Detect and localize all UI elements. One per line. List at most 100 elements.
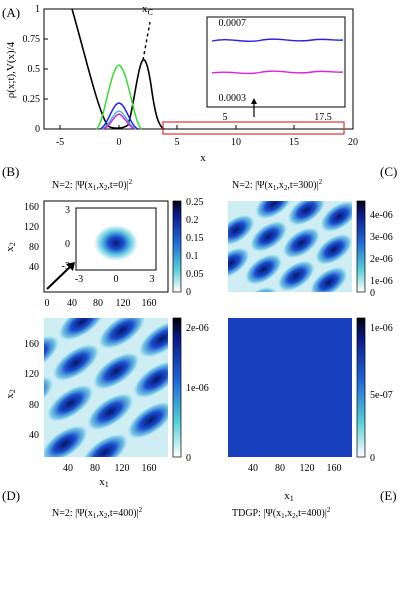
colorbar-tick: 0.2 [186,215,199,226]
inset-frame-a [206,16,346,108]
arrow-to-inset [46,264,73,290]
panel-title-b: N=2: |Ψ(x1,x2,t=0)|2 [52,178,133,192]
colorbar-tick: 2e-06 [186,323,209,334]
y-tick-label: 120 [24,222,39,233]
colorbar-tick: 0.15 [186,233,204,244]
panel-title-e: TDGP: |Ψ(x1,x2,t=400)|2 [232,506,331,520]
panel-c: (C) N=2: |Ψ(x1,x2,t=300)|2 4e-06 [228,164,397,299]
colorbar-tick: 0 [370,453,375,464]
panel-label-e: (E) [380,488,397,503]
x-tick-label: 40 [248,463,258,474]
colorbar-tick: 5e-07 [370,390,393,401]
panel-label-d: (D) [2,488,20,503]
panel-e: 40 80 120 160 x1 1e-06 5e-07 0 (E) TDGP:… [228,317,397,520]
inset-x-tick: 5 [223,112,228,123]
colorbar-e [356,317,366,458]
x-tick-label: 15 [289,137,299,148]
y-tick-label: 160 [24,339,39,350]
potential-curve [71,8,165,130]
inset-y-tick: 0.0007 [219,18,247,29]
colorbar-d [172,317,182,458]
y-tick-label: 0 [35,124,40,135]
xc-label: xC [142,3,153,17]
panel-a: (A) 0 0.25 0.5 0.75 1 -5 0 5 10 [2,3,358,164]
x-tick-label: 160 [142,463,157,474]
zoom-region-box [162,121,345,135]
x-tick-label: 0 [45,298,50,309]
colorbar-tick: 1e-06 [186,383,209,394]
inset-y-tick: 0.0003 [219,93,247,104]
x-tick-label: 120 [300,463,315,474]
colorbar-tick: 0.05 [186,269,204,280]
y-tick-label: 120 [24,369,39,380]
inset-arrow-head [251,98,257,104]
x-ticks-a: -5 0 5 10 15 20 [56,125,358,148]
colorbar-tick: 2e-06 [370,254,393,265]
inset-x-tick: -3 [75,274,83,285]
x-tick-label: 80 [275,463,285,474]
inset-magenta-curve [211,70,344,75]
y-axis-label-a: ρ(x;t),V(x)/4 [5,41,17,98]
colorbar-b [172,200,182,293]
x-tick-label: 160 [142,298,157,309]
colorbar-c [356,200,366,293]
plot-bg-e [228,318,352,457]
y-tick-label: 80 [29,242,39,253]
colorbar-tick: 0.1 [186,251,199,262]
panel-title-c: N=2: |Ψ(x1,x2,t=300)|2 [232,178,323,192]
y-tick-label: 40 [29,430,39,441]
inset-x-tick: 17.5 [314,112,332,123]
panel-d: 40 80 120 160 40 80 120 160 x2 x1 2e-06 … [2,317,209,520]
x-tick-label: -5 [56,137,64,148]
colorbar-tick: 3e-06 [370,232,393,243]
plot-shade-e [228,318,352,457]
ground-state-density [94,225,138,261]
y-axis-label-b: x2 [4,242,17,252]
colorbar-tick: 4e-06 [370,210,393,221]
y-tick-label: 0.75 [23,34,41,45]
x-tick-label: 10 [231,137,241,148]
x-tick-label: 120 [116,298,131,309]
density-cyan [101,110,137,130]
x-axis-label-a: x [200,152,206,164]
y-tick-label: 160 [24,202,39,213]
arrow-head [66,262,75,271]
x-tick-label: 0 [117,137,122,148]
y-tick-label: 40 [29,262,39,273]
potential-dashed [142,21,151,61]
inset-x-tick: 3 [150,274,155,285]
x-axis-label-d: x1 [99,476,109,489]
colorbar-tick: 0 [370,288,375,299]
panel-label-b: (B) [2,164,19,179]
x-tick-label: 160 [327,463,342,474]
colorbar-tick: 0.25 [186,197,204,208]
colorbar-tick: 1e-06 [370,276,393,287]
inset-x-tick: 0 [114,274,119,285]
colorbar-tick: 1e-06 [370,323,393,334]
density-blue [99,102,139,130]
density-pattern-c [228,201,352,292]
inset-blue-curve [211,38,344,42]
y-ticks-a: 0 0.25 0.5 0.75 1 [23,4,48,135]
y-tick-label: 1 [35,4,40,15]
colorbar-tick: 0 [186,287,191,298]
x-tick-label: 40 [67,298,77,309]
x-tick-label: 80 [90,463,100,474]
inset-y-tick: 0 [65,239,70,250]
x-tick-label: 80 [93,298,103,309]
density-green [95,64,143,130]
panel-label-c: (C) [380,164,397,179]
inset-y-tick: 3 [65,205,70,216]
panel-label-a: (A) [2,5,20,20]
panel-b: (B) N=2: |Ψ(x1,x2,t=0)|2 3 0 -3 -3 0 3 0… [2,164,204,309]
y-tick-label: 0.25 [23,94,41,105]
x-tick-label: 20 [348,137,358,148]
x-tick-label: 5 [175,137,180,148]
inset-a: 0.0007 0.0003 5 17.5 [206,16,346,123]
x-tick-label: 120 [115,463,130,474]
colorbar-tick: 0 [186,453,191,464]
x-axis-label-e: x1 [284,490,294,503]
panel-title-d: N=2: |Ψ(x1,x2,t=400)|2 [52,506,143,520]
y-tick-label: 80 [29,400,39,411]
